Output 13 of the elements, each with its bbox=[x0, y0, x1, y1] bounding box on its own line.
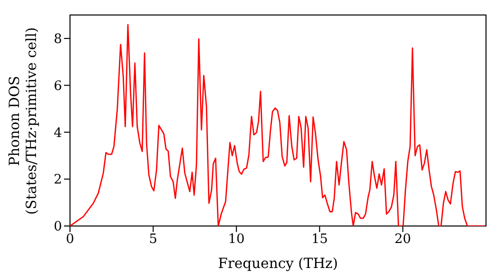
y-tick-label: 2 bbox=[54, 172, 62, 188]
y-axis-title: Phonon DOS (States/THz·primitive cell) bbox=[7, 27, 40, 215]
y-tick-label: 6 bbox=[54, 78, 62, 94]
x-tick-label: 15 bbox=[311, 232, 328, 248]
x-tick-label: 20 bbox=[394, 232, 412, 248]
x-tick-label: 5 bbox=[149, 232, 158, 248]
x-axis-title: Frequency (THz) bbox=[218, 256, 338, 272]
x-tick-label: 10 bbox=[228, 232, 245, 248]
y-tick-label: 0 bbox=[54, 220, 62, 235]
x-tick-label: 0 bbox=[66, 232, 74, 248]
line-series bbox=[70, 24, 486, 226]
y-tick-label: 4 bbox=[54, 126, 62, 141]
y-tick-label: 8 bbox=[54, 32, 62, 48]
